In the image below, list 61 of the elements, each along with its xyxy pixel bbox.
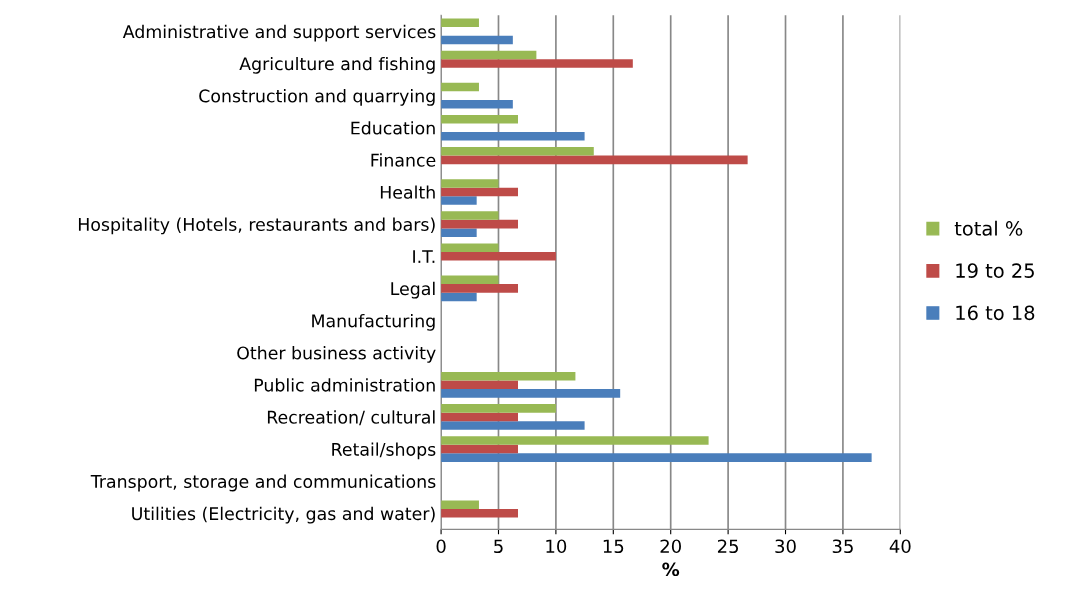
bar: [441, 500, 479, 510]
bar: [441, 82, 479, 92]
bar: [441, 211, 499, 220]
bar: [441, 275, 499, 285]
x-tick-label: 10: [546, 539, 567, 554]
bar: [441, 132, 585, 141]
bar: [441, 389, 621, 398]
x-tick-label: 40: [889, 539, 911, 554]
legend-label: 19 to 25: [956, 263, 1034, 278]
bar: [441, 292, 477, 302]
bar: [441, 50, 537, 60]
x-axis-title: %: [662, 562, 680, 577]
y-tick-label: Hospitality (Hotels, restaurants and bars): [78, 217, 435, 235]
bar: [441, 59, 633, 68]
bar: [441, 179, 499, 188]
bar: [441, 421, 585, 430]
bar: [441, 187, 519, 197]
bar: [441, 371, 576, 381]
y-tick-label: Administrative and support services: [122, 24, 436, 42]
y-tick-label: Education: [351, 121, 435, 135]
y-tick-label: Transport, storage and communications: [90, 474, 436, 492]
bar: [441, 251, 556, 261]
bar: [441, 155, 748, 165]
bar: [441, 404, 556, 413]
bar: [441, 284, 519, 293]
y-tick-label: Manufacturing: [312, 313, 435, 331]
y-tick-label: Construction and quarrying: [199, 89, 435, 106]
bar: [441, 436, 709, 445]
bar: [441, 380, 519, 390]
legend-label: total %: [954, 220, 1023, 236]
x-tick-label: 20: [660, 539, 681, 554]
x-tick-label: 5: [494, 539, 503, 554]
y-tick-label: Retail/shops: [332, 442, 436, 460]
bar: [441, 35, 513, 45]
bar: [441, 453, 872, 462]
bar: [441, 114, 519, 124]
bar: [441, 243, 499, 252]
bar: [441, 99, 513, 109]
bar: [441, 147, 594, 156]
y-tick-label: Utilities (Electricity, gas and water): [132, 506, 435, 524]
x-tick-label: 25: [717, 539, 739, 554]
y-tick-label: Other business activity: [237, 346, 436, 363]
bar: [441, 228, 477, 237]
legend-label: 16 to 18: [956, 305, 1035, 321]
bar: [441, 219, 519, 229]
y-tick-label: Health: [380, 185, 435, 199]
y-tick-label: Agriculture and fishing: [239, 56, 435, 74]
bar: [441, 18, 479, 28]
bar: [441, 412, 519, 422]
x-tick-label: 15: [603, 539, 624, 554]
y-tick-label: Finance: [371, 153, 436, 167]
y-tick-label: Legal: [391, 281, 435, 299]
x-tick-label: 30: [775, 539, 796, 554]
x-tick-label: 35: [832, 539, 853, 554]
bar: [441, 444, 519, 454]
x-tick-label: 0: [436, 539, 446, 554]
bar: [441, 509, 519, 518]
bar: [441, 196, 477, 205]
y-tick-label: I.T.: [413, 250, 435, 263]
y-tick-label: Public administration: [254, 378, 435, 392]
y-tick-label: Recreation/ cultural: [267, 410, 435, 426]
